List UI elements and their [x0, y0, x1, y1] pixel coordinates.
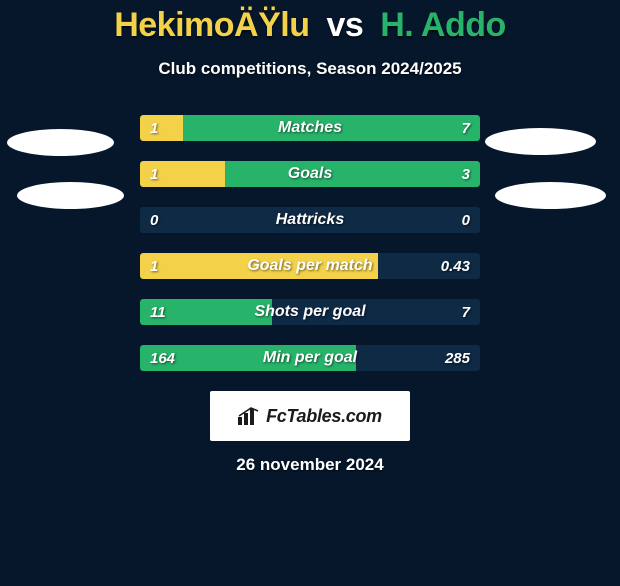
branding-badge: FcTables.com: [210, 391, 410, 441]
bar-label: Goals: [140, 161, 480, 187]
bar-label: Goals per match: [140, 253, 480, 279]
stat-bar: 117Shots per goal: [140, 299, 480, 325]
chart-icon: [238, 407, 260, 425]
decorative-ellipse: [485, 128, 596, 155]
player1-name: HekimoÄŸlu: [114, 6, 309, 44]
branding-text: FcTables.com: [266, 406, 382, 427]
bar-label: Hattricks: [140, 207, 480, 233]
stat-bar: 13Goals: [140, 161, 480, 187]
bar-label: Matches: [140, 115, 480, 141]
bar-label: Min per goal: [140, 345, 480, 371]
stat-bar: 00Hattricks: [140, 207, 480, 233]
comparison-title: HekimoÄŸlu vs H. Addo: [0, 6, 620, 45]
subtitle: Club competitions, Season 2024/2025: [0, 59, 620, 79]
vs-text: vs: [326, 6, 363, 44]
stat-bar: 17Matches: [140, 115, 480, 141]
footer-date: 26 november 2024: [0, 455, 620, 475]
stat-bars: 17Matches 13Goals 00Hattricks 10.43Goals pe…: [140, 115, 480, 371]
stat-bar: 10.43Goals per match: [140, 253, 480, 279]
decorative-ellipse: [17, 182, 124, 209]
player2-name: H. Addo: [380, 6, 506, 44]
decorative-ellipse: [495, 182, 606, 209]
bar-label: Shots per goal: [140, 299, 480, 325]
decorative-ellipse: [7, 129, 114, 156]
stat-bar: 164285Min per goal: [140, 345, 480, 371]
